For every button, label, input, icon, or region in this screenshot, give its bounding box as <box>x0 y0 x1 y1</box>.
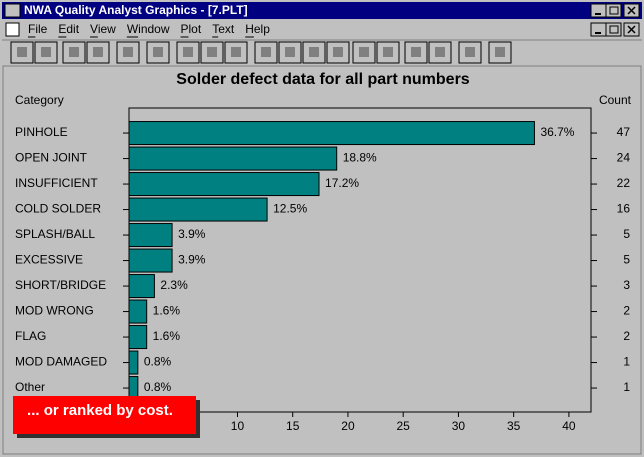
count-header: Count <box>599 93 632 107</box>
category-label: SPLASH/BALL <box>15 227 95 241</box>
value-label: 36.7% <box>540 125 574 139</box>
bar <box>128 172 320 197</box>
count-label: 5 <box>623 253 630 267</box>
button-icon <box>359 47 369 57</box>
bar <box>128 350 139 375</box>
x-tick-label: 15 <box>286 419 300 433</box>
value-label: 2.3% <box>160 278 188 292</box>
button-icon <box>207 47 217 57</box>
callout-text: ... or ranked by cost. <box>27 402 173 419</box>
button-icon <box>123 47 133 57</box>
menu-item[interactable]: View <box>90 22 116 36</box>
button-icon <box>69 47 79 57</box>
category-label: MOD DAMAGED <box>15 355 107 369</box>
menu-item[interactable]: Plot <box>181 22 202 36</box>
value-label: 1.6% <box>153 329 181 343</box>
button-icon <box>93 47 103 57</box>
bar <box>128 299 148 324</box>
bar <box>128 223 173 248</box>
category-label: MOD WRONG <box>15 304 94 318</box>
menu-item[interactable]: Window <box>127 22 170 36</box>
x-tick-label: 10 <box>231 419 245 433</box>
button-icon <box>495 47 505 57</box>
x-tick-label: 30 <box>452 419 466 433</box>
value-label: 0.8% <box>144 355 172 369</box>
button-icon <box>383 47 393 57</box>
menu-item[interactable]: Edit <box>58 22 79 36</box>
window-title: NWA Quality Analyst Graphics - [7.PLT] <box>24 3 248 17</box>
button-icon <box>41 47 51 57</box>
count-label: 2 <box>623 329 630 343</box>
count-label: 16 <box>617 202 631 216</box>
mdi-controls[interactable] <box>590 22 640 37</box>
chart-title: Solder defect data for all part numbers <box>176 71 470 88</box>
x-tick-label: 20 <box>341 419 355 433</box>
button-icon <box>465 47 475 57</box>
title-bar <box>2 2 642 19</box>
bar <box>128 248 173 273</box>
category-label: PINHOLE <box>15 125 68 139</box>
menu-item[interactable]: File <box>28 22 48 36</box>
button-icon <box>285 47 295 57</box>
value-label: 12.5% <box>273 202 307 216</box>
count-label: 1 <box>623 380 630 394</box>
button-icon <box>153 47 163 57</box>
button-icon <box>17 47 27 57</box>
app-icon <box>4 3 21 18</box>
value-label: 3.9% <box>178 227 206 241</box>
category-label: FLAG <box>15 329 46 343</box>
button-icon <box>411 47 421 57</box>
category-label: OPEN JOINT <box>15 151 88 165</box>
menu-bar <box>2 20 642 39</box>
category-label: INSUFFICIENT <box>15 176 98 190</box>
count-label: 22 <box>617 176 631 190</box>
category-label: COLD SOLDER <box>15 202 101 216</box>
count-label: 1 <box>623 355 630 369</box>
button-icon <box>435 47 445 57</box>
menu-item[interactable]: Text <box>212 22 235 36</box>
x-tick-label: 35 <box>507 419 521 433</box>
menu-items: File Edit View Window Plot Text Help <box>28 22 270 38</box>
value-label: 17.2% <box>325 176 359 190</box>
value-label: 1.6% <box>153 304 181 318</box>
toolbar <box>10 41 512 64</box>
menu-item[interactable]: Help <box>245 22 270 36</box>
category-label: SHORT/BRIDGE <box>15 278 106 292</box>
bar <box>128 325 148 350</box>
count-label: 47 <box>617 125 631 139</box>
category-label: Other <box>15 380 45 394</box>
doc-icon <box>5 22 20 37</box>
bar <box>128 274 155 299</box>
button-icon <box>333 47 343 57</box>
button-icon <box>309 47 319 57</box>
x-tick-label: 25 <box>397 419 411 433</box>
bar <box>128 146 338 171</box>
button-icon <box>231 47 241 57</box>
value-label: 18.8% <box>343 151 377 165</box>
count-label: 3 <box>623 278 630 292</box>
category-label: EXCESSIVE <box>15 253 83 267</box>
callout-box <box>13 396 196 434</box>
bar <box>128 197 268 222</box>
value-label: 3.9% <box>178 253 206 267</box>
value-label: 0.8% <box>144 380 172 394</box>
window-controls[interactable] <box>590 3 640 18</box>
button-icon <box>183 47 193 57</box>
bar <box>128 121 535 146</box>
count-label: 2 <box>623 304 630 318</box>
button-icon <box>261 47 271 57</box>
x-tick-label: 40 <box>562 419 576 433</box>
count-label: 24 <box>617 151 631 165</box>
count-label: 5 <box>623 227 630 241</box>
category-header: Category <box>15 93 64 107</box>
